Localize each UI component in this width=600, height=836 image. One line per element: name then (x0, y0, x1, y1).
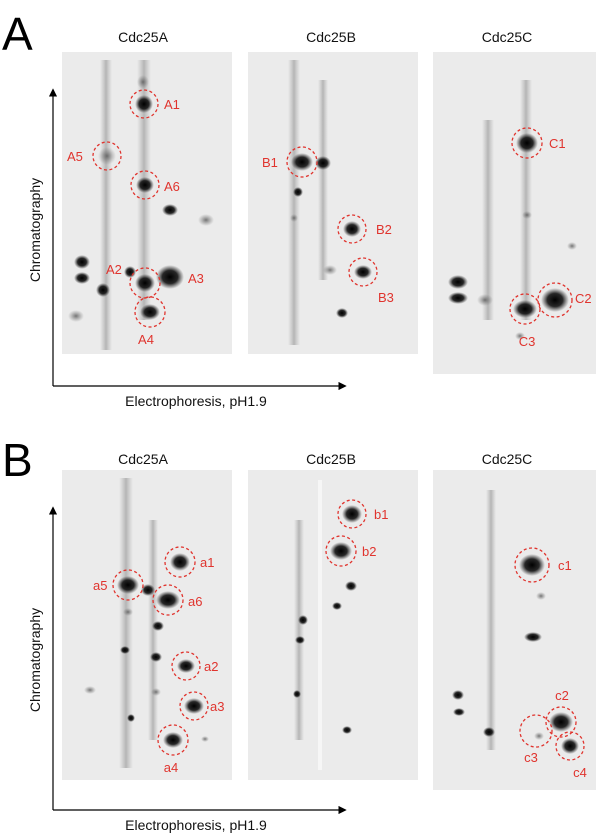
spot-circle-c3 (519, 714, 553, 748)
axes-b: Chromatography Electrophoresis, pH1.9 (27, 506, 347, 833)
panel-letter-a: A (2, 8, 33, 60)
spot-label-c3: c3 (524, 750, 538, 765)
spot-label-A6: A6 (164, 179, 180, 194)
column-title-cdc25b: Cdc25B (306, 29, 356, 45)
spot-circle-A1 (129, 89, 159, 119)
spot-circle-a6 (152, 584, 184, 616)
spot-label-b1: b1 (374, 507, 388, 522)
spot-label-c1: c1 (558, 558, 572, 573)
spot-label-a4: a4 (164, 760, 178, 775)
column-title-cdc25c: Cdc25C (482, 29, 533, 45)
spot-circle-C1 (511, 127, 543, 159)
spot-circle-c2 (545, 706, 577, 738)
spot-circle-b1 (337, 499, 367, 529)
spot-label-B1: B1 (262, 155, 278, 170)
spot-label-a2: a2 (204, 659, 218, 674)
panel-b: B Cdc25A Cdc25B Cdc25C (2, 434, 596, 833)
spot-label-A5: A5 (67, 149, 83, 164)
spot-circle-A2 (129, 267, 161, 299)
spot-circle-a4 (157, 724, 189, 756)
column-title-cdc25a: Cdc25A (118, 29, 168, 45)
spot-circle-a1 (164, 546, 196, 578)
spot-label-a3: a3 (210, 699, 224, 714)
spot-label-b2: b2 (362, 544, 376, 559)
gel-image-a-cdc25c (433, 52, 596, 374)
spot-circle-b2 (325, 535, 357, 567)
gel-image-b-cdc25c (433, 470, 596, 790)
spot-circle-A6 (130, 170, 160, 200)
axes-a: Chromatography Electrophoresis, pH1.9 (27, 88, 347, 409)
spot-circle-B2 (337, 214, 367, 244)
y-axis-label-b: Chromatography (27, 608, 43, 712)
x-axis-label-a: Electrophoresis, pH1.9 (125, 393, 267, 409)
spot-circle-C2 (537, 282, 573, 318)
x-axis-label-b: Electrophoresis, pH1.9 (125, 817, 267, 833)
spot-label-B2: B2 (376, 222, 392, 237)
spot-label-C3: C3 (519, 334, 536, 349)
spot-circle-a3 (179, 691, 209, 721)
panel-letter-b: B (2, 434, 33, 486)
column-title-cdc25a-b: Cdc25A (118, 451, 168, 467)
gel-image-a-cdc25b (248, 52, 418, 354)
spot-label-c4: c4 (573, 765, 587, 780)
spot-circle-B1 (286, 146, 318, 178)
spot-circle-C3 (509, 293, 541, 325)
gel-image-a-cdc25a (62, 52, 232, 354)
annotations-b: a1 a5 a6 a2 a3 a4 b1 b2 c1 c2 c3 c4 (93, 499, 587, 780)
spot-label-a5: a5 (93, 578, 107, 593)
gel-image-b-cdc25a (62, 470, 232, 780)
spot-label-A4: A4 (138, 332, 154, 347)
spot-label-A3: A3 (188, 271, 204, 286)
annotations-a: A1 A5 A6 A2 A3 A4 B1 B2 B3 C1 C2 C3 (67, 89, 592, 349)
spot-circle-c1 (514, 547, 550, 583)
spot-label-C1: C1 (549, 136, 566, 151)
spot-circle-a2 (171, 651, 201, 681)
spot-circle-a5 (112, 569, 144, 601)
spot-circle-B3 (348, 257, 378, 287)
spot-label-a1: a1 (200, 555, 214, 570)
column-title-cdc25c-b: Cdc25C (482, 451, 533, 467)
panel-a: A Cdc25A Cdc25B Cdc25C (2, 8, 596, 409)
spot-circle-A5 (92, 141, 122, 171)
spot-label-C2: C2 (575, 291, 592, 306)
spot-label-A2: A2 (106, 262, 122, 277)
column-title-cdc25b-b: Cdc25B (306, 451, 356, 467)
spot-label-B3: B3 (378, 290, 394, 305)
spot-circle-c4 (555, 731, 585, 761)
spot-label-a6: a6 (188, 594, 202, 609)
y-axis-label-a: Chromatography (27, 178, 43, 282)
spot-label-A1: A1 (164, 97, 180, 112)
gel-image-b-cdc25b (248, 470, 418, 780)
spot-label-c2: c2 (555, 688, 569, 703)
spot-circle-A4 (134, 296, 166, 328)
